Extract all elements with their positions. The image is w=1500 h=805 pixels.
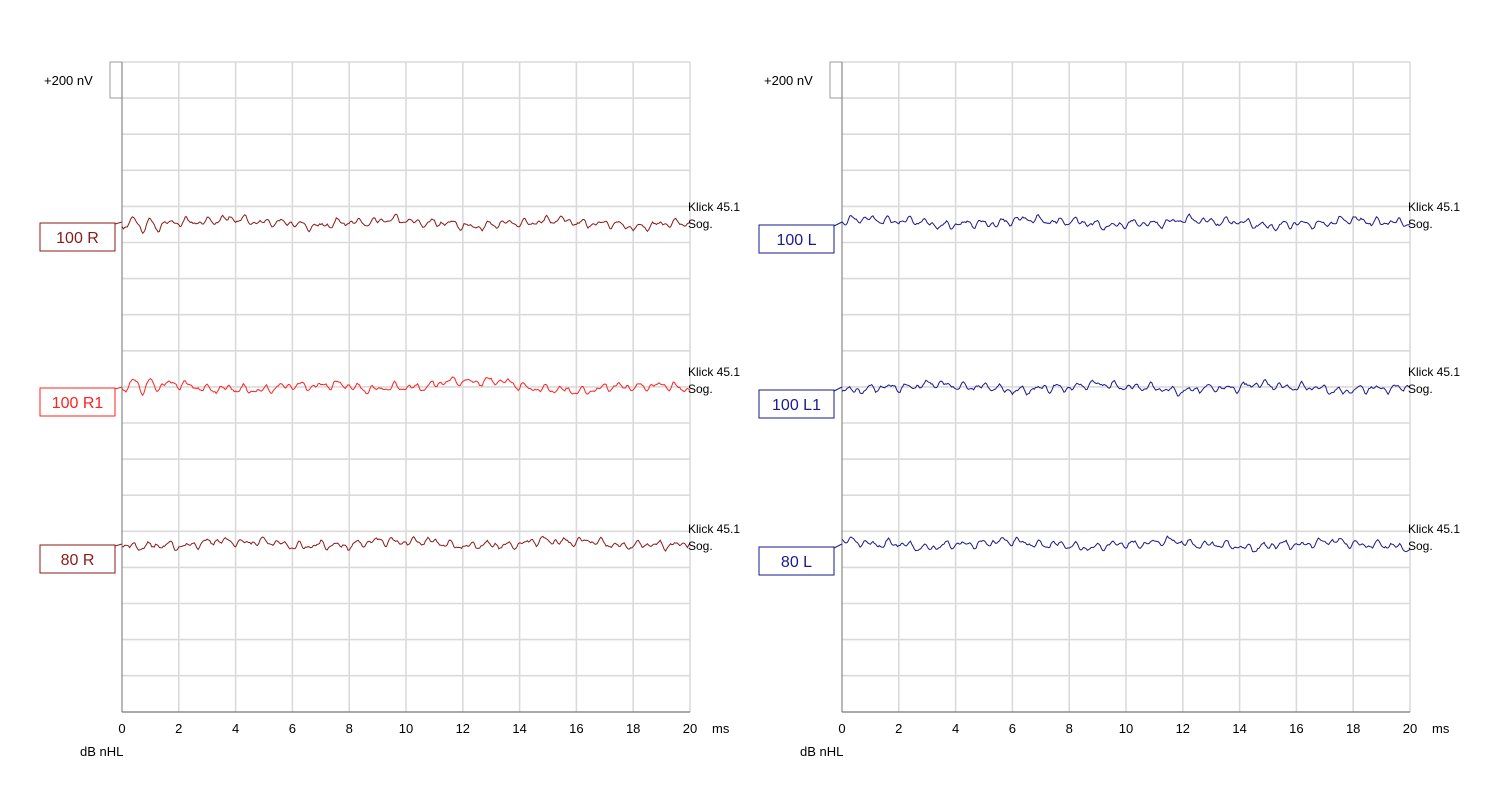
series-100-l1: 100 L1 Klick 45.1 Sog. bbox=[758, 365, 1460, 419]
series-label-box[interactable] bbox=[39, 387, 116, 417]
series-label-connector bbox=[114, 221, 123, 225]
series-label: 100 R1 bbox=[52, 395, 104, 412]
polarity-label: Sog. bbox=[1408, 539, 1433, 553]
x-axis-unit: ms bbox=[712, 721, 730, 736]
x-tick-label: 20 bbox=[1403, 721, 1417, 736]
series-80-r: 80 R Klick 45.1 Sog. bbox=[39, 522, 740, 574]
stimulus-label: Klick 45.1 bbox=[1408, 522, 1460, 536]
polarity-label: Sog. bbox=[688, 382, 713, 396]
series-label-box[interactable] bbox=[758, 224, 835, 254]
x-tick-label: 18 bbox=[1346, 721, 1360, 736]
x-tick-label: 12 bbox=[1176, 721, 1190, 736]
x-tick-label: 4 bbox=[952, 721, 959, 736]
stimulus-label: Klick 45.1 bbox=[688, 522, 740, 536]
series-label-connector bbox=[114, 386, 123, 390]
x-tick-label: 16 bbox=[1289, 721, 1303, 736]
x-tick-label: 10 bbox=[399, 721, 413, 736]
grid bbox=[122, 61, 691, 712]
abr-panel-left: +200 nV 0 2 4 6 8 10 12 14 16 18 20 ms dB nHL 100 L Kli… bbox=[758, 61, 1460, 759]
waveform-trace bbox=[121, 376, 691, 397]
series-label-connector bbox=[833, 221, 843, 227]
waveform-trace bbox=[841, 213, 1411, 232]
grid bbox=[842, 61, 1411, 712]
waveform-trace bbox=[121, 535, 691, 552]
series-label-box[interactable] bbox=[39, 222, 116, 252]
x-tick-label: 12 bbox=[456, 721, 470, 736]
series-80-l: 80 L Klick 45.1 Sog. bbox=[758, 522, 1460, 576]
x-tick-label: 8 bbox=[1066, 721, 1073, 736]
x-tick-label: 14 bbox=[512, 721, 526, 736]
series-label-connector bbox=[833, 386, 843, 392]
x-tick-label: 6 bbox=[289, 721, 296, 736]
x-tick-label: 2 bbox=[895, 721, 902, 736]
series-label-connector bbox=[114, 543, 123, 547]
scale-label: +200 nV bbox=[764, 73, 813, 88]
stimulus-label: Klick 45.1 bbox=[688, 200, 740, 214]
abr-panel-right: +200 nV 0 2 4 6 8 10 12 14 16 18 20 ms dB nHL 100 R Kli… bbox=[39, 61, 740, 759]
stimulus-label: Klick 45.1 bbox=[688, 365, 740, 379]
scale-bar bbox=[109, 61, 122, 99]
x-axis-label: dB nHL bbox=[80, 744, 123, 759]
x-tick-label: 14 bbox=[1232, 721, 1246, 736]
series-100-l: 100 L Klick 45.1 Sog. bbox=[758, 200, 1460, 254]
series-100-r1: 100 R1 Klick 45.1 Sog. bbox=[39, 365, 740, 417]
series-annotation: Klick 45.1 Sog. bbox=[688, 200, 740, 231]
series-annotation: Klick 45.1 Sog. bbox=[1408, 200, 1460, 231]
stimulus-label: Klick 45.1 bbox=[1408, 200, 1460, 214]
polarity-label: Sog. bbox=[688, 539, 713, 553]
waveform-trace bbox=[841, 378, 1411, 397]
series-label: 100 L bbox=[776, 232, 816, 249]
series-label: 80 R bbox=[61, 552, 95, 569]
x-tick-label: 16 bbox=[569, 721, 583, 736]
series-label: 100 R bbox=[56, 230, 99, 247]
x-tick-label: 4 bbox=[232, 721, 239, 736]
polarity-label: Sog. bbox=[1408, 382, 1433, 396]
x-tick-label: 10 bbox=[1119, 721, 1133, 736]
x-axis-label: dB nHL bbox=[800, 744, 843, 759]
scale-label: +200 nV bbox=[44, 73, 93, 88]
polarity-label: Sog. bbox=[688, 217, 713, 231]
series-label-box[interactable] bbox=[758, 546, 835, 576]
stimulus-label: Klick 45.1 bbox=[1408, 365, 1460, 379]
waveform-trace bbox=[121, 213, 691, 235]
waveform-trace bbox=[841, 535, 1411, 553]
series-annotation: Klick 45.1 Sog. bbox=[1408, 365, 1460, 396]
series-label-connector bbox=[833, 543, 843, 549]
scale-bar bbox=[829, 61, 842, 99]
x-tick-label: 8 bbox=[346, 721, 353, 736]
x-tick-label: 20 bbox=[683, 721, 697, 736]
series-label-box[interactable] bbox=[758, 389, 835, 419]
x-tick-label: 0 bbox=[838, 721, 845, 736]
series-100-r: 100 R Klick 45.1 Sog. bbox=[39, 200, 740, 252]
x-tick-label: 0 bbox=[118, 721, 125, 736]
polarity-label: Sog. bbox=[1408, 217, 1433, 231]
series-annotation: Klick 45.1 Sog. bbox=[1408, 522, 1460, 553]
series-label: 100 L1 bbox=[772, 397, 821, 414]
x-axis-unit: ms bbox=[1432, 721, 1450, 736]
x-tick-label: 18 bbox=[626, 721, 640, 736]
series-label: 80 L bbox=[781, 554, 812, 571]
series-annotation: Klick 45.1 Sog. bbox=[688, 522, 740, 553]
series-annotation: Klick 45.1 Sog. bbox=[688, 365, 740, 396]
series-label-box[interactable] bbox=[39, 544, 116, 574]
x-tick-label: 6 bbox=[1009, 721, 1016, 736]
x-tick-label: 2 bbox=[175, 721, 182, 736]
